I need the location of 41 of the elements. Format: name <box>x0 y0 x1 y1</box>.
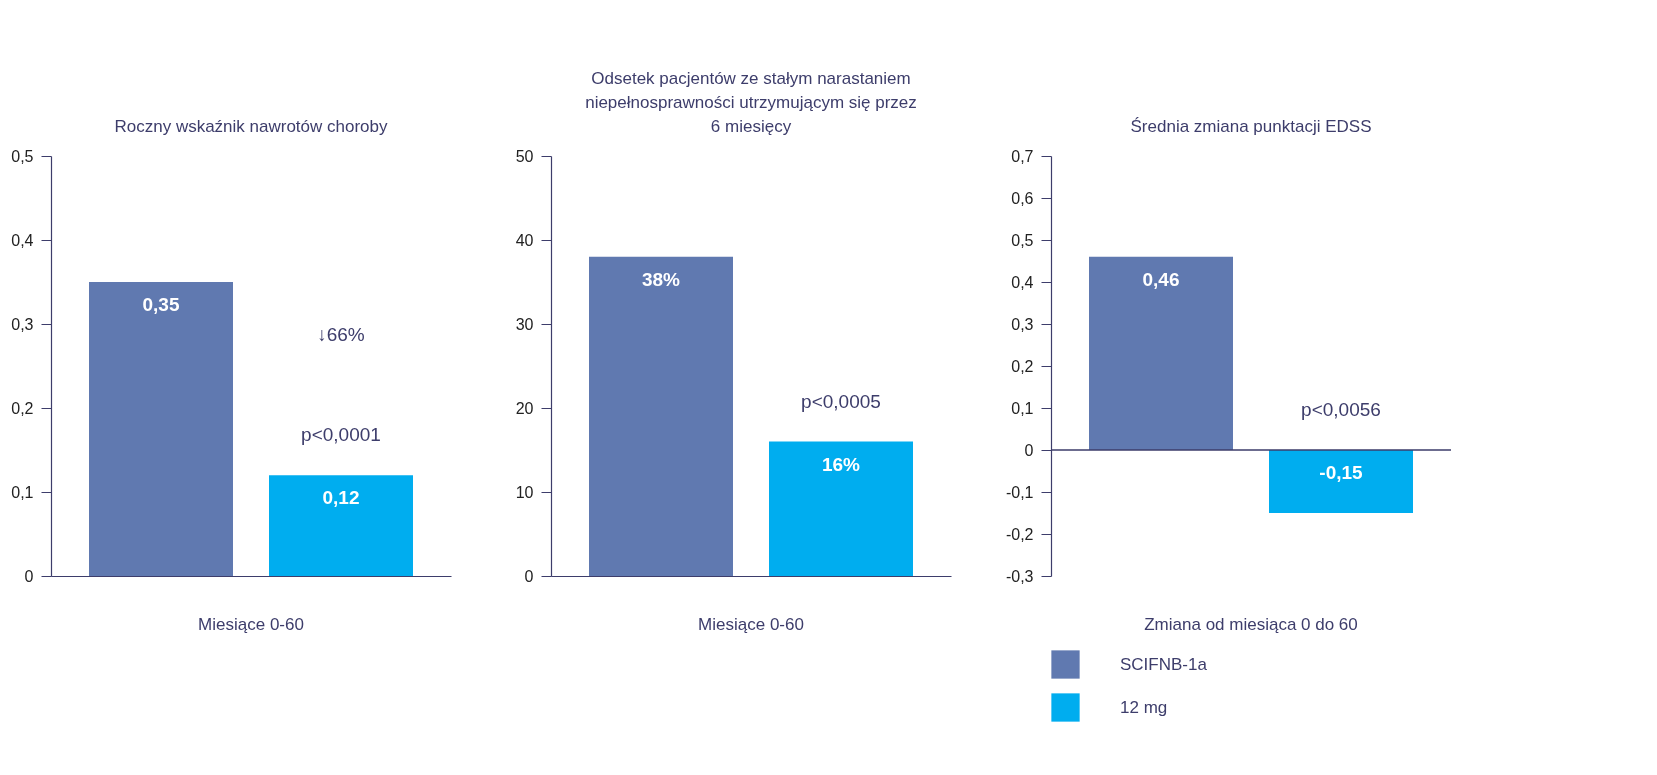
y-tick-label: 0 <box>524 567 534 585</box>
y-tick-label: 0,1 <box>11 483 34 501</box>
annotation: p<0,0005 <box>801 390 881 412</box>
y-tick-label: 0,3 <box>11 315 34 333</box>
y-tick-label: 0,6 <box>1011 189 1034 207</box>
legend-label: 12 mg <box>1120 697 1168 717</box>
y-tick-label: 50 <box>515 147 534 165</box>
x-tick-label: Miesiące 0-60 <box>198 614 304 634</box>
data-label: 16% <box>821 453 861 475</box>
y-tick-label: 0,4 <box>1011 273 1034 291</box>
y-tick-label: 0,2 <box>1011 357 1034 375</box>
x-tick-label: Zmiana od miesiąca 0 do 60 <box>1144 614 1358 634</box>
chart-title: Roczny wskaźnik nawrotów choroby <box>114 117 389 136</box>
y-tick-label: 0,4 <box>11 231 34 249</box>
y-tick-label: 0 <box>1024 441 1034 459</box>
annotation: ↓66% <box>317 324 365 346</box>
y-tick-label: 30 <box>515 315 534 333</box>
y-tick-label: 0,2 <box>11 399 34 417</box>
data-label: 0,46 <box>1142 268 1180 290</box>
y-tick-label: 0,3 <box>1011 315 1034 333</box>
legend-label: SCIFNB-1a <box>1120 654 1208 674</box>
y-tick-label: -0,1 <box>1005 483 1034 501</box>
data-label: 0,35 <box>142 294 180 315</box>
chart-title: Średnia zmiana punktacji EDSS <box>1130 117 1372 136</box>
x-tick-label: Miesiące 0-60 <box>698 614 804 634</box>
y-tick-label: 0,1 <box>1011 399 1034 417</box>
data-label: 0,12 <box>322 487 360 509</box>
y-tick-label: 20 <box>515 399 534 417</box>
y-tick-label: 0,5 <box>1011 231 1034 249</box>
annotation: p<0,0001 <box>301 424 381 446</box>
chart-title: Odsetek pacjentów ze stałym narastaniem niepełnosprawności utrzymującym się przez 6 miesięcy <box>585 69 917 136</box>
y-tick-label: 10 <box>515 483 534 501</box>
data-label: -0,15 <box>1319 462 1364 483</box>
y-tick-label: 0,5 <box>11 147 34 165</box>
data-label: 38% <box>641 268 681 290</box>
y-tick-label: -0,3 <box>1005 567 1034 585</box>
y-tick-label: 0,7 <box>1011 147 1034 165</box>
y-tick-label: 0 <box>24 567 34 585</box>
y-tick-label: -0,2 <box>1005 525 1034 543</box>
annotation: p<0,0056 <box>1301 399 1381 420</box>
y-tick-label: 40 <box>515 231 534 249</box>
